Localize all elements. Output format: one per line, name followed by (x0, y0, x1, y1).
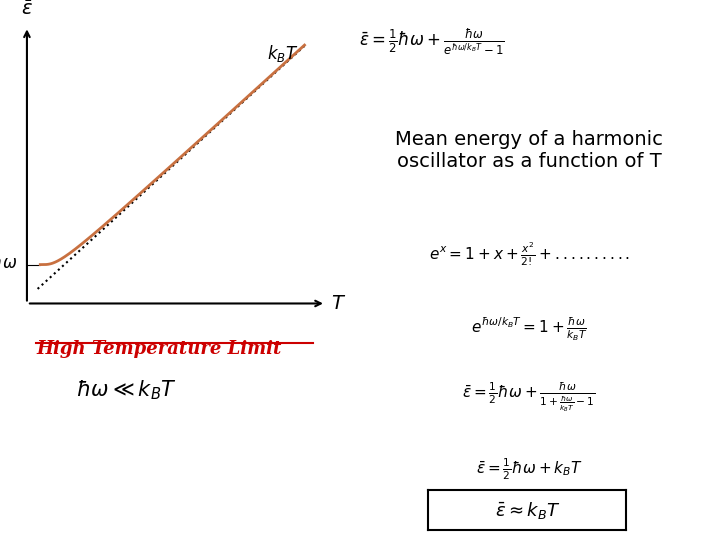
Text: $\frac{1}{2}\hbar\omega$: $\frac{1}{2}\hbar\omega$ (0, 251, 17, 278)
Text: $\bar{\varepsilon} \approx k_BT$: $\bar{\varepsilon} \approx k_BT$ (495, 500, 560, 521)
Text: $\bar{\varepsilon}$: $\bar{\varepsilon}$ (21, 0, 33, 19)
Text: $T$: $T$ (331, 294, 346, 313)
Text: $\hbar\omega \ll k_BT$: $\hbar\omega \ll k_BT$ (76, 378, 176, 402)
Text: Mean energy of a harmonic
oscillator as a function of T: Mean energy of a harmonic oscillator as … (395, 130, 663, 171)
Text: $e^x = 1 + x + \frac{x^2}{2!} + ..........$: $e^x = 1 + x + \frac{x^2}{2!} + ........… (428, 240, 630, 268)
Text: $\bar{\varepsilon} = \frac{1}{2}\hbar\omega + k_BT$: $\bar{\varepsilon} = \frac{1}{2}\hbar\om… (476, 456, 582, 482)
Text: $\bar{\varepsilon} = \frac{1}{2}\hbar\omega + \frac{\hbar\omega}{1 + \frac{\hbar: $\bar{\varepsilon} = \frac{1}{2}\hbar\om… (462, 381, 596, 414)
Text: $k_B T$: $k_B T$ (267, 43, 299, 64)
Text: $e^{\hbar\omega/k_BT} = 1 + \frac{\hbar\omega}{k_BT}$: $e^{\hbar\omega/k_BT} = 1 + \frac{\hbar\… (471, 316, 588, 343)
Text: High Temperature Limit: High Temperature Limit (36, 340, 282, 358)
Text: $\bar{\varepsilon} = \frac{1}{2}\hbar\omega + \frac{\hbar\omega}{e^{\hbar\omega/: $\bar{\varepsilon} = \frac{1}{2}\hbar\om… (359, 27, 505, 58)
